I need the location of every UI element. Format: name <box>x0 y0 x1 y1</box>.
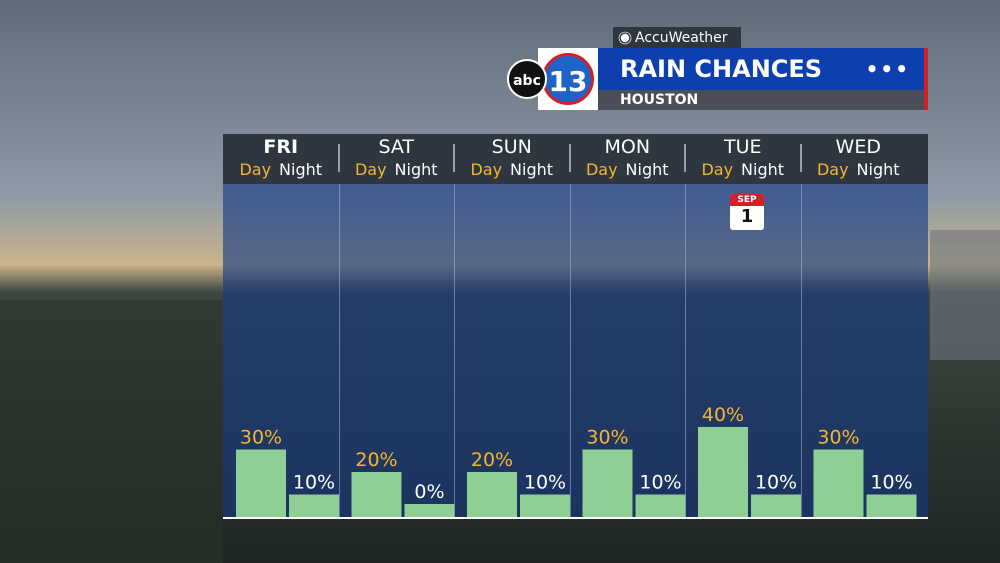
day-name: MON <box>604 136 651 158</box>
day-label: Day <box>239 160 272 179</box>
night-label: Night <box>741 160 785 179</box>
location-bar: HOUSTON <box>598 90 928 110</box>
column-divider <box>454 184 455 518</box>
day-night-labels: Day Night <box>801 160 917 180</box>
column-divider <box>338 184 340 518</box>
night-label: Night <box>279 160 323 179</box>
day-night-labels: Day Night <box>339 160 455 180</box>
day-label: Day <box>816 160 849 179</box>
day-header-wed: WED Day Night <box>801 134 917 184</box>
night-label: Night <box>510 160 554 179</box>
accuweather-tag: AccuWeather <box>613 27 741 49</box>
day-night-labels: Day Night <box>223 160 339 180</box>
day-bar-mon <box>582 449 633 517</box>
day-bar-sat <box>351 472 402 517</box>
day-value-label-wed: 30% <box>817 427 859 449</box>
day-label: Day <box>585 160 618 179</box>
header-separator <box>337 144 340 172</box>
header-separator <box>684 144 686 172</box>
night-label: Night <box>625 160 669 179</box>
title-bar: RAIN CHANCES ••• <box>598 48 928 90</box>
sun-icon <box>620 33 630 43</box>
day-value-label-tue: 40% <box>702 404 744 426</box>
day-value-label-fri: 30% <box>240 427 282 449</box>
day-bar-wed <box>813 449 864 517</box>
day-bar-sun <box>467 472 517 517</box>
day-header-fri: FRI Day Night <box>223 134 339 184</box>
day-header-mon: MON Day Night <box>570 134 686 184</box>
calendar-icon: SEP 1 <box>730 194 764 230</box>
day-header-sat: SAT Day Night <box>339 134 455 184</box>
day-value-label-mon: 30% <box>586 427 628 449</box>
day-value-label-sat: 20% <box>355 449 397 471</box>
night-bar-tue <box>751 494 801 517</box>
day-name: SUN <box>491 136 532 158</box>
day-night-labels: Day Night <box>685 160 801 180</box>
day-header-tue: TUE Day Night <box>685 134 801 184</box>
day-night-labels: Day Night <box>570 160 686 180</box>
day-name: TUE <box>723 136 762 158</box>
day-header-bar <box>223 134 928 184</box>
header-separator <box>799 144 802 172</box>
accuweather-label: AccuWeather <box>635 30 728 46</box>
day-name: WED <box>835 136 881 158</box>
more-dots-icon: ••• <box>865 57 910 81</box>
day-label: Day <box>701 160 734 179</box>
night-label: Night <box>856 160 900 179</box>
day-bar-tue <box>698 427 748 517</box>
night-bar-wed <box>866 494 917 517</box>
header-separator <box>568 144 571 172</box>
day-label: Day <box>354 160 387 179</box>
night-value-label-fri: 10% <box>293 472 335 494</box>
night-bar-fri <box>289 494 339 517</box>
day-value-label-sun: 20% <box>471 449 513 471</box>
header-separator <box>453 144 455 172</box>
night-value-label-wed: 10% <box>870 472 912 494</box>
day-label: Day <box>470 160 503 179</box>
night-bar-sun <box>520 494 570 517</box>
channel-number: 13 <box>542 53 594 105</box>
calendar-day: 1 <box>740 206 754 227</box>
night-bar-sat <box>404 504 455 517</box>
column-divider <box>800 184 802 518</box>
day-bar-fri <box>236 449 286 517</box>
column-divider <box>685 184 686 518</box>
night-value-label-sun: 10% <box>524 472 566 494</box>
night-label: Night <box>394 160 438 179</box>
location-label: HOUSTON <box>620 92 699 108</box>
night-value-label-tue: 10% <box>755 472 797 494</box>
night-bar-mon <box>635 494 686 517</box>
column-divider <box>569 184 571 518</box>
abc-logo: abc <box>507 59 547 99</box>
channel-logo: 13 <box>538 48 598 110</box>
day-header-sun: SUN Day Night <box>454 134 570 184</box>
night-value-label-mon: 10% <box>639 472 681 494</box>
night-value-label-sat: 0% <box>414 481 444 503</box>
day-night-labels: Day Night <box>454 160 570 180</box>
calendar-month: SEP <box>730 194 764 206</box>
page-title: RAIN CHANCES <box>620 55 823 83</box>
day-name: FRI <box>263 136 299 158</box>
day-name: SAT <box>378 136 415 158</box>
chart-panel <box>223 134 928 519</box>
